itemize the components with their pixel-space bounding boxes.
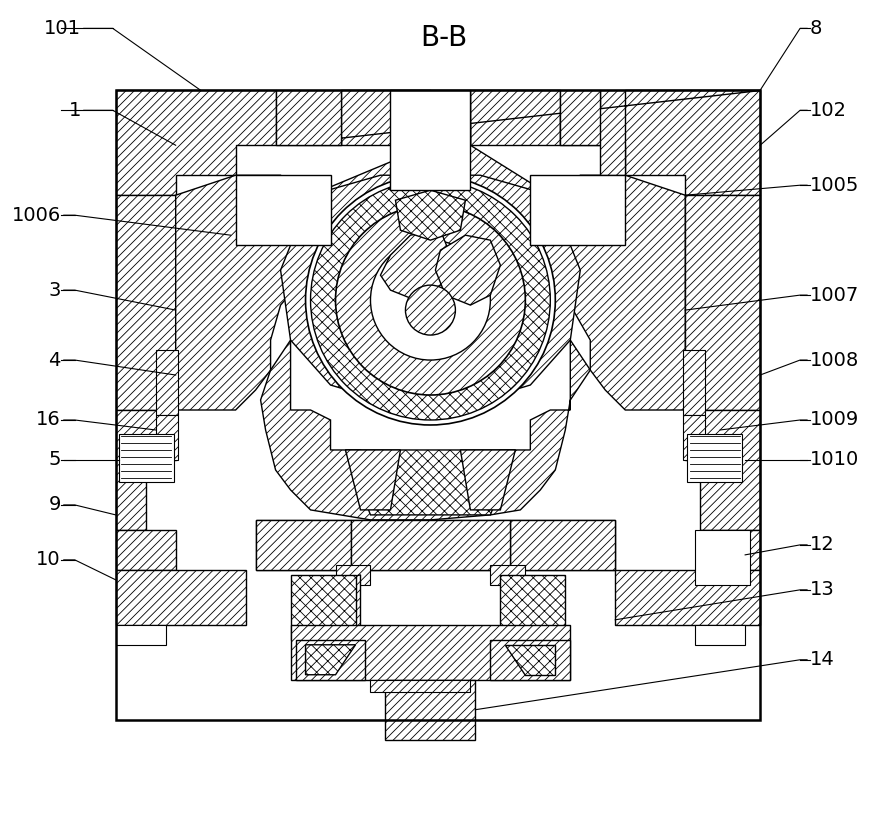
Bar [683,350,705,415]
Bar [531,176,626,246]
Polygon shape [291,625,571,680]
Text: 102: 102 [810,101,847,119]
Polygon shape [306,645,355,675]
Text: B-B: B-B [420,25,467,53]
Text: 101: 101 [43,19,81,38]
Polygon shape [255,520,615,570]
Circle shape [370,240,490,360]
Bar [391,91,470,190]
Text: 3: 3 [49,281,61,300]
Bar [156,415,178,460]
Polygon shape [340,91,431,145]
Polygon shape [510,520,615,570]
Circle shape [336,205,525,395]
Polygon shape [116,530,175,570]
Bar [696,625,745,645]
Polygon shape [255,520,351,570]
Bar [119,434,174,482]
Text: 14: 14 [810,650,835,669]
Polygon shape [300,575,361,655]
Polygon shape [385,680,476,740]
Polygon shape [296,639,366,680]
Text: 1009: 1009 [810,410,859,429]
Text: 13: 13 [810,580,835,599]
Bar [696,530,750,585]
Text: 1: 1 [68,101,81,119]
Polygon shape [431,91,470,145]
Polygon shape [116,195,175,410]
Text: 9: 9 [49,495,61,514]
Polygon shape [601,91,760,195]
Polygon shape [281,176,580,400]
Polygon shape [685,195,760,410]
Polygon shape [520,176,685,410]
Bar [156,350,178,415]
Polygon shape [435,235,501,305]
Polygon shape [276,91,760,176]
Polygon shape [116,410,175,530]
Bar [236,176,330,246]
Text: 1010: 1010 [810,451,859,470]
Text: 4: 4 [49,350,61,369]
Polygon shape [380,230,450,300]
Polygon shape [260,340,590,520]
Text: 1008: 1008 [810,350,859,369]
Bar [116,625,166,645]
Circle shape [310,180,550,420]
Polygon shape [501,575,565,639]
Circle shape [406,285,455,335]
Circle shape [306,176,556,425]
Polygon shape [291,575,355,639]
Text: 5: 5 [48,451,61,470]
Polygon shape [116,91,276,195]
Polygon shape [351,520,510,570]
Polygon shape [116,570,245,625]
Polygon shape [175,176,330,410]
Polygon shape [615,570,760,625]
Text: 16: 16 [36,410,61,429]
Text: 10: 10 [36,550,61,569]
Text: 1007: 1007 [810,286,859,305]
Bar [683,415,705,460]
Polygon shape [505,645,556,675]
Polygon shape [685,410,760,530]
Polygon shape [346,450,400,510]
Bar [490,565,525,585]
Text: 8: 8 [810,19,822,38]
Bar [116,91,760,719]
Polygon shape [300,145,560,250]
Text: 1006: 1006 [12,206,61,225]
Polygon shape [560,91,601,145]
Text: 1005: 1005 [810,176,859,194]
Polygon shape [346,450,516,515]
Polygon shape [461,450,516,510]
Polygon shape [700,530,760,570]
Bar [336,565,370,585]
Polygon shape [490,639,571,680]
Bar [370,680,470,691]
Text: 12: 12 [810,536,835,555]
Polygon shape [395,190,465,240]
Polygon shape [470,91,560,145]
Bar [688,434,742,482]
Polygon shape [276,91,340,145]
